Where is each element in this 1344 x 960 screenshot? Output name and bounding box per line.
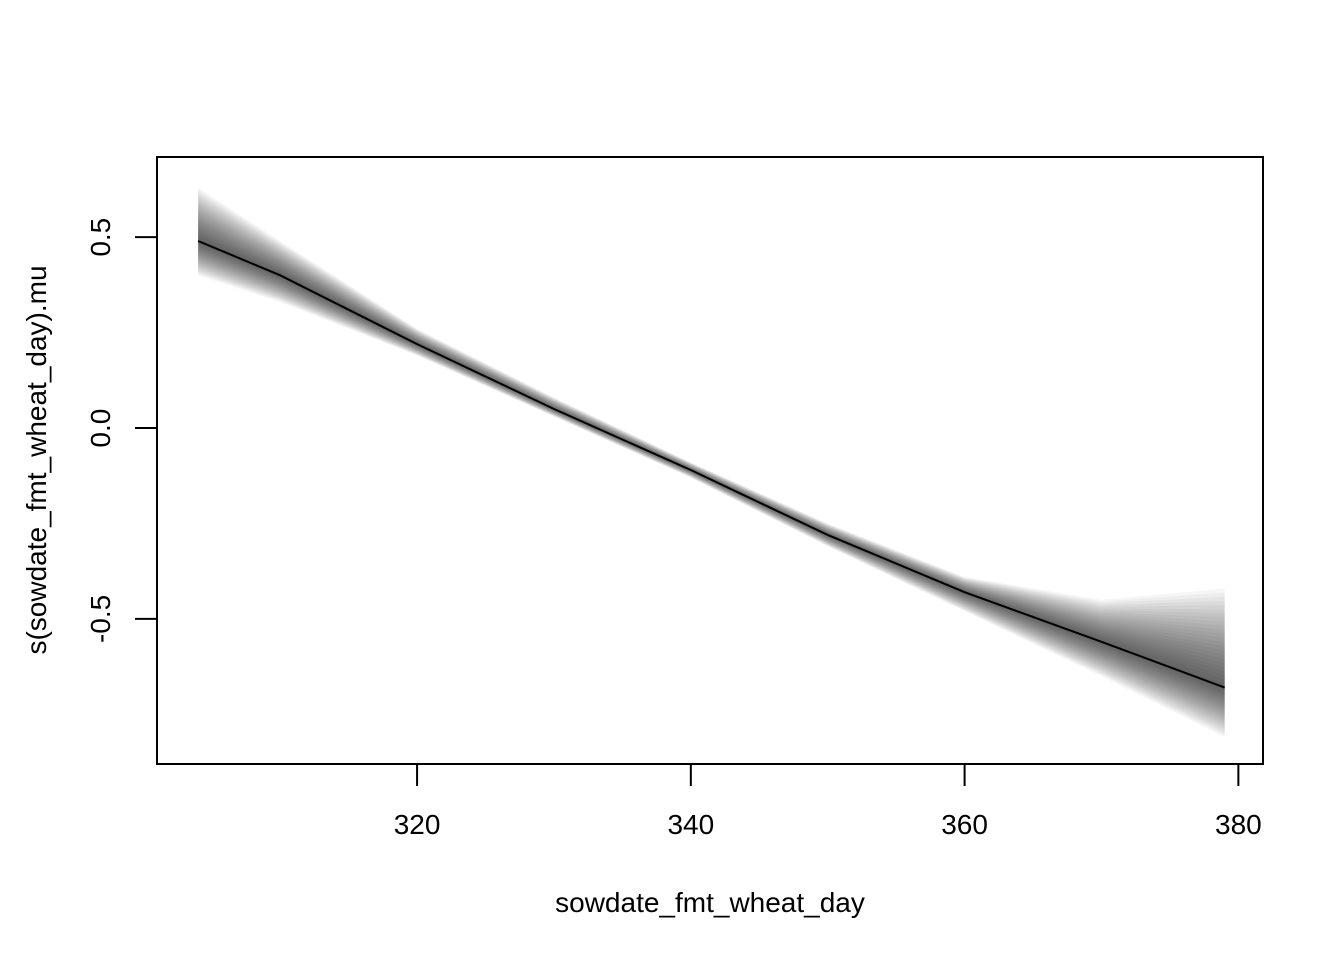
y-axis: -0.5 0.0 0.5: [85, 218, 158, 643]
confidence-band-24: [198, 188, 1225, 738]
x-tick-label: 380: [1215, 809, 1262, 840]
y-tick-label: 0.5: [85, 218, 116, 257]
y-tick-label: 0.0: [85, 409, 116, 448]
x-axis-label: sowdate_fmt_wheat_day: [555, 887, 865, 918]
x-tick-label: 340: [667, 809, 714, 840]
confidence-bands: [198, 188, 1225, 738]
x-axis: 320 340 360 380: [394, 763, 1262, 840]
x-tick-label: 360: [941, 809, 988, 840]
x-tick-label: 320: [394, 809, 441, 840]
y-tick-label: -0.5: [85, 595, 116, 643]
y-axis-label: s(sowdate_fmt_wheat_day).mu: [21, 265, 52, 654]
series-line: [197, 240, 1226, 689]
